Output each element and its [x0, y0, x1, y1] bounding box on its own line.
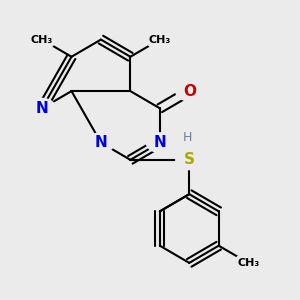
- Ellipse shape: [28, 98, 56, 118]
- Ellipse shape: [146, 133, 173, 152]
- Ellipse shape: [28, 30, 56, 50]
- Text: H: H: [183, 131, 193, 144]
- Text: CH₃: CH₃: [31, 34, 53, 45]
- Text: S: S: [184, 152, 195, 167]
- Text: N: N: [94, 135, 107, 150]
- Text: CH₃: CH₃: [237, 258, 259, 268]
- Ellipse shape: [176, 150, 203, 170]
- Text: O: O: [183, 84, 196, 99]
- Ellipse shape: [235, 253, 262, 273]
- Ellipse shape: [146, 30, 173, 50]
- Text: N: N: [36, 101, 48, 116]
- Text: N: N: [153, 135, 166, 150]
- Text: CH₃: CH₃: [149, 34, 171, 45]
- Ellipse shape: [176, 81, 203, 101]
- Ellipse shape: [87, 133, 114, 152]
